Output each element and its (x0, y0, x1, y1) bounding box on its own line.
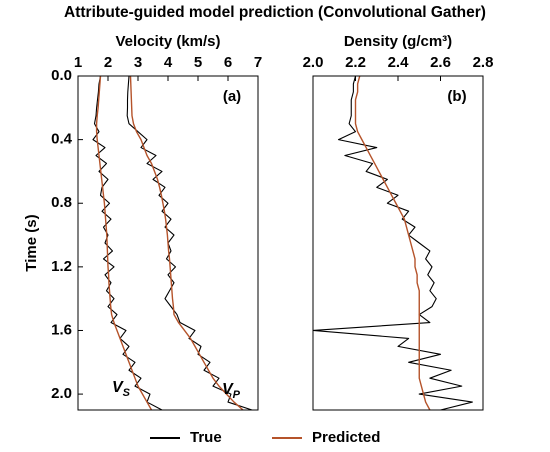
x-tick-label: 2 (104, 54, 112, 71)
x-axis-label: Velocity (km/s) (115, 33, 220, 50)
x-axis-label: Density (g/cm³) (344, 33, 452, 50)
x-tick-label: 2.2 (345, 54, 366, 71)
y-tick-label: 0.0 (51, 67, 72, 84)
legend-label: Predicted (312, 429, 380, 446)
x-tick-label: 1 (74, 54, 82, 71)
series-line (354, 76, 431, 410)
series-line (95, 76, 153, 410)
plot-frame (77, 75, 259, 411)
plot-frame (312, 75, 484, 411)
figure-title: Attribute-guided model prediction (Convo… (64, 4, 486, 21)
x-tick-label: 2.8 (473, 54, 494, 71)
y-tick-label: 0.4 (51, 131, 73, 148)
series-line (92, 76, 163, 410)
series-line (313, 76, 473, 410)
annotation-sub: S (123, 387, 131, 399)
panel-label: (b) (447, 88, 466, 105)
x-tick-label: 2.0 (303, 54, 324, 71)
series-line (126, 76, 253, 410)
x-tick-label: 6 (224, 54, 232, 71)
annotation-text: V (112, 379, 124, 396)
series-line (129, 76, 244, 410)
legend-label: True (190, 429, 222, 446)
y-tick-label: 0.8 (51, 194, 72, 211)
x-tick-label: 7 (254, 54, 262, 71)
x-tick-label: 2.4 (388, 54, 410, 71)
y-tick-label: 1.2 (51, 258, 72, 275)
x-tick-label: 2.6 (430, 54, 451, 71)
panel-label: (a) (223, 88, 241, 105)
annotation: VP (222, 381, 241, 401)
annotation-text: V (222, 381, 234, 398)
annotation-sub: P (233, 389, 241, 401)
x-tick-label: 5 (194, 54, 202, 71)
x-tick-label: 3 (134, 54, 142, 71)
y-tick-label: 1.6 (51, 321, 72, 338)
annotation: VS (112, 379, 131, 399)
y-axis-label: Time (s) (23, 214, 40, 271)
y-tick-label: 2.0 (51, 385, 72, 402)
x-tick-label: 4 (164, 54, 173, 71)
